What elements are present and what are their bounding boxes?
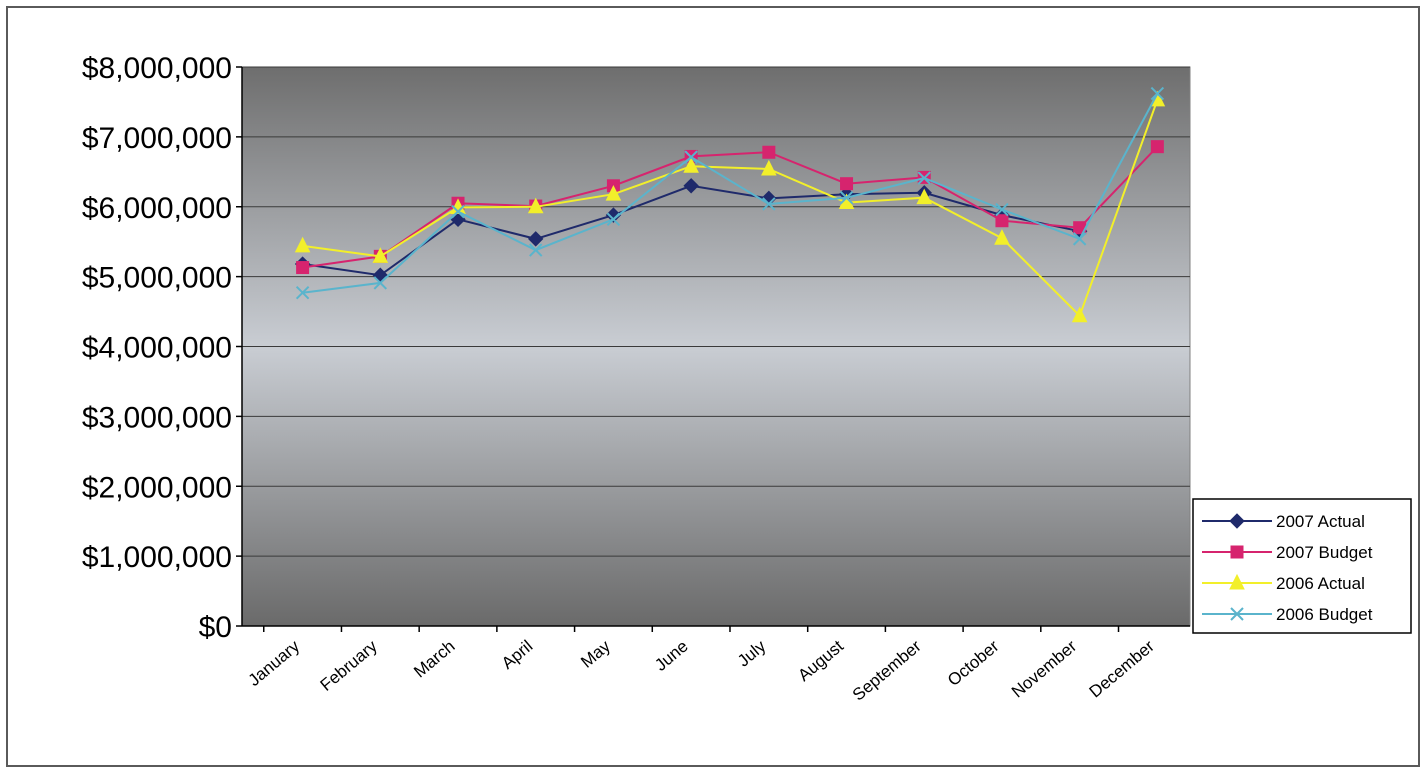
data-point	[839, 190, 854, 205]
x-tick-label: December	[1086, 636, 1159, 701]
legend-marker	[1230, 545, 1244, 559]
x-tick-label: January	[245, 636, 304, 690]
data-point	[1150, 86, 1165, 101]
data-point	[372, 247, 389, 263]
y-tick-label: $0	[199, 611, 232, 644]
legend-label: 2007 Budget	[1276, 543, 1373, 562]
data-point	[451, 204, 465, 219]
x-tick-label: August	[794, 636, 847, 685]
legend: 2007 Actual 2007 Budget 2006 Actual 2006 Bu…	[1192, 498, 1412, 634]
y-tick-label: $7,000,000	[82, 122, 232, 155]
series-group	[294, 86, 1166, 323]
legend-marker	[1230, 607, 1244, 621]
y-tick-label: $6,000,000	[82, 192, 232, 225]
series-4	[295, 86, 1165, 300]
data-point	[916, 188, 933, 205]
series-line	[302, 146, 1159, 269]
data-point	[994, 229, 1010, 245]
legend-item: 2006 Budget	[1202, 605, 1373, 624]
data-point	[450, 198, 466, 214]
x-axis-ticks: January February March April May June July Augu…	[245, 626, 1159, 705]
data-point	[840, 177, 854, 191]
data-point	[1072, 232, 1087, 246]
data-point	[605, 207, 622, 223]
x-tick-label: February	[317, 636, 382, 695]
data-point	[1150, 140, 1164, 154]
data-point	[373, 276, 388, 290]
legend-item: 2007 Budget	[1202, 543, 1373, 562]
data-point	[605, 185, 622, 201]
data-point	[683, 157, 699, 173]
legend-marker	[1229, 573, 1245, 590]
data-point	[917, 171, 931, 185]
data-point	[684, 150, 698, 164]
data-point	[294, 236, 311, 253]
legend-label: 2006 Budget	[1276, 605, 1373, 624]
y-tick-label: $2,000,000	[82, 471, 232, 504]
legend-label: 2007 Actual	[1276, 512, 1365, 531]
data-point	[995, 214, 1009, 228]
x-tick-label: November	[1008, 636, 1081, 701]
gridlines	[242, 66, 1190, 557]
x-tick-label: May	[577, 636, 614, 672]
y-tick-label: $1,000,000	[82, 541, 232, 574]
data-point	[1071, 306, 1088, 323]
y-axis-ticks: $0 $1,000,000 $2,000,000 $3,000,000 $4,000,0…	[82, 52, 242, 644]
y-tick-label: $3,000,000	[82, 401, 232, 434]
legend-item: 2007 Actual	[1202, 512, 1365, 531]
x-tick-label: July	[734, 636, 770, 670]
x-tick-label: October	[944, 636, 1003, 690]
data-point	[761, 159, 777, 176]
legend-label: 2006 Actual	[1276, 574, 1365, 593]
legend-item: 2006 Actual	[1202, 573, 1365, 593]
data-point	[995, 202, 1009, 217]
y-tick-label: $5,000,000	[82, 262, 232, 295]
y-tick-label: $8,000,000	[82, 52, 232, 85]
series-line	[302, 93, 1159, 294]
data-point	[762, 197, 776, 211]
data-point	[296, 261, 310, 275]
x-tick-label: September	[849, 636, 925, 704]
data-point	[529, 243, 543, 257]
data-point	[606, 212, 621, 227]
x-tick-label: April	[498, 637, 536, 673]
x-tick-label: March	[410, 637, 458, 682]
data-point	[527, 197, 544, 214]
x-tick-label: June	[651, 637, 691, 675]
series-line	[302, 99, 1159, 318]
data-point	[528, 231, 544, 247]
data-point	[683, 178, 699, 194]
legend-marker	[1229, 513, 1245, 529]
y-tick-label: $4,000,000	[82, 332, 232, 365]
data-point	[295, 285, 310, 300]
data-point	[762, 145, 776, 159]
